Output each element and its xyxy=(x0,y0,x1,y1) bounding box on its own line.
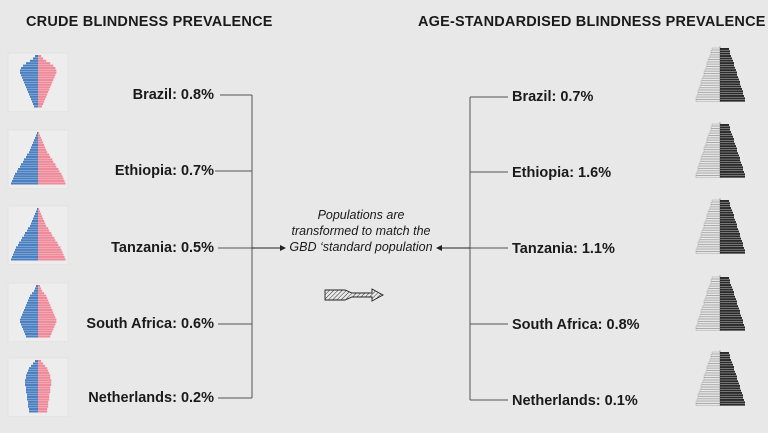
standardised-pyramid-brazil xyxy=(695,46,745,103)
standardised-pyramid-tanzania xyxy=(695,198,745,255)
crude-label-brazil: Brazil: 0.8% xyxy=(132,87,214,103)
crude-pyramid-ethiopia xyxy=(7,129,69,190)
crude-label-ethiopia: Ethiopia: 0.7% xyxy=(114,163,214,179)
crude-label-south-africa: South Africa: 0.6% xyxy=(86,316,214,332)
standardised-label-brazil: Brazil: 0.7% xyxy=(512,89,594,105)
crude-pyramid-brazil xyxy=(7,52,69,113)
crude-pyramid-tanzania xyxy=(7,205,69,266)
standardised-pyramid-netherlands xyxy=(695,350,745,407)
crude-pyramid-south-africa xyxy=(7,282,69,343)
transformation-note: Populations are transformed to match the… xyxy=(289,208,433,254)
crude-label-netherlands: Netherlands: 0.2% xyxy=(88,390,214,406)
crude-pyramid-netherlands xyxy=(7,357,69,418)
standardised-pyramid-south-africa xyxy=(695,275,745,332)
crude-label-tanzania: Tanzania: 0.5% xyxy=(111,240,214,256)
standardised-label-ethiopia: Ethiopia: 1.6% xyxy=(512,165,612,181)
crude-prevalence-heading: CRUDE BLINDNESS PREVALENCE xyxy=(26,14,273,30)
right-bracket xyxy=(469,96,508,401)
standardised-prevalence-heading: AGE-STANDARDISED BLINDNESS PREVALENCE xyxy=(418,14,766,30)
hatched-arrow-icon xyxy=(324,288,384,302)
standardised-label-netherlands: Netherlands: 0.1% xyxy=(512,393,638,409)
standardised-label-tanzania: Tanzania: 1.1% xyxy=(512,241,615,257)
standardised-label-south-africa: South Africa: 0.8% xyxy=(512,317,640,333)
left-bracket xyxy=(215,94,253,399)
standardised-pyramid-ethiopia xyxy=(695,122,745,179)
